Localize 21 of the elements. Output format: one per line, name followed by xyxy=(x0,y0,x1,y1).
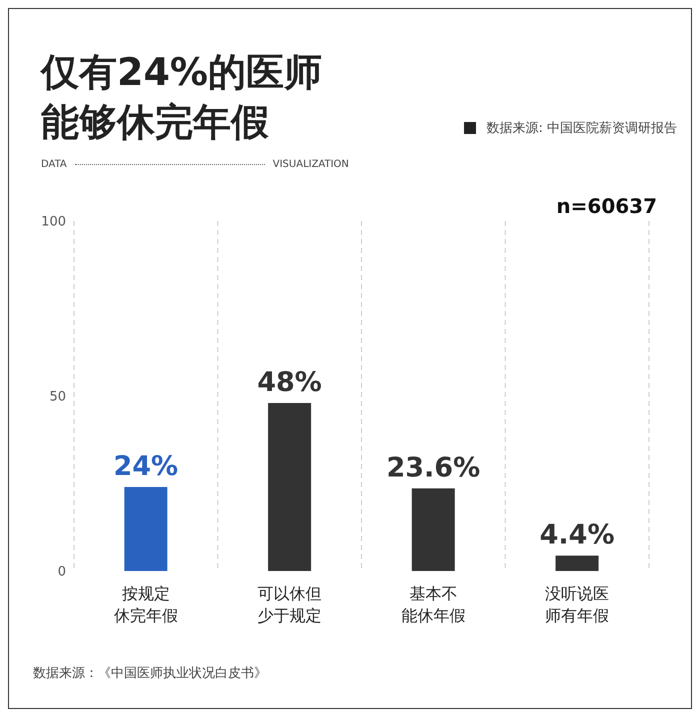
y-tick-label: 0 xyxy=(58,564,66,580)
data-label: 24% xyxy=(113,451,178,482)
bar xyxy=(124,487,168,571)
y-tick-label: 100 xyxy=(41,214,66,230)
bar xyxy=(412,488,455,571)
text: DATA xyxy=(41,159,67,170)
x-tick-label: 可以休但少于规定 xyxy=(258,584,322,625)
data-label: 4.4% xyxy=(540,520,615,551)
source-note: 数据来源：《中国医师执业状况白皮书》 xyxy=(33,665,267,682)
source-note: 数据来源: 中国医院薪资调研报告 xyxy=(485,120,677,137)
data-label: 48% xyxy=(257,367,322,398)
bar xyxy=(556,556,599,571)
data-label: 23.6% xyxy=(386,452,480,484)
x-tick-label: 基本不能休年假 xyxy=(401,584,466,625)
chart-title: 仅有24%的医师能够休完年假 xyxy=(41,49,323,146)
y-tick-label: 50 xyxy=(49,390,66,405)
x-tick-label: 没听说医师有年假 xyxy=(545,584,610,625)
text: n=60637 xyxy=(556,194,657,218)
x-tick-label: 按规定休完年假 xyxy=(114,584,178,625)
text: VISUALIZATION xyxy=(272,159,349,170)
bar xyxy=(268,403,312,571)
